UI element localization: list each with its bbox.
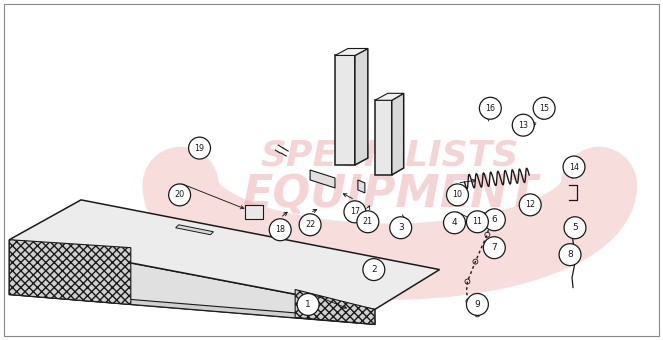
Polygon shape xyxy=(375,93,404,100)
Text: 14: 14 xyxy=(569,163,579,171)
Text: 21: 21 xyxy=(363,217,373,226)
Text: 7: 7 xyxy=(491,243,497,252)
FancyBboxPatch shape xyxy=(245,205,263,219)
Polygon shape xyxy=(358,180,365,193)
Text: EQUIPMENT: EQUIPMENT xyxy=(242,173,538,216)
Text: 1: 1 xyxy=(305,300,311,309)
Circle shape xyxy=(483,237,505,259)
Circle shape xyxy=(269,219,291,241)
Circle shape xyxy=(344,201,366,223)
Circle shape xyxy=(467,211,489,233)
Text: 3: 3 xyxy=(398,223,404,232)
Circle shape xyxy=(519,194,541,216)
Circle shape xyxy=(444,212,465,234)
Text: 9: 9 xyxy=(475,300,480,309)
Circle shape xyxy=(168,184,190,206)
Circle shape xyxy=(479,97,501,119)
Polygon shape xyxy=(375,100,392,175)
Text: 11: 11 xyxy=(473,217,483,226)
Circle shape xyxy=(563,156,585,178)
Text: 18: 18 xyxy=(275,225,285,234)
Polygon shape xyxy=(355,49,368,165)
Circle shape xyxy=(357,211,379,233)
Text: 2: 2 xyxy=(371,265,377,274)
Circle shape xyxy=(446,184,469,206)
Circle shape xyxy=(363,259,385,280)
Text: 17: 17 xyxy=(350,207,360,216)
Text: 10: 10 xyxy=(452,190,463,199)
Circle shape xyxy=(564,217,586,239)
Polygon shape xyxy=(392,93,404,175)
Text: 4: 4 xyxy=(452,218,457,227)
Polygon shape xyxy=(9,240,131,304)
Circle shape xyxy=(297,293,319,316)
Polygon shape xyxy=(335,49,368,55)
Text: 8: 8 xyxy=(567,250,573,259)
Text: 6: 6 xyxy=(491,215,497,224)
Circle shape xyxy=(390,217,412,239)
Polygon shape xyxy=(176,225,213,235)
Circle shape xyxy=(188,137,210,159)
Polygon shape xyxy=(9,289,375,324)
Polygon shape xyxy=(310,170,335,188)
Circle shape xyxy=(533,97,555,119)
Circle shape xyxy=(559,244,581,266)
Polygon shape xyxy=(9,240,375,324)
Text: 15: 15 xyxy=(539,104,549,113)
Text: 19: 19 xyxy=(194,143,205,153)
Text: 5: 5 xyxy=(572,223,578,232)
Circle shape xyxy=(299,214,321,236)
Text: 13: 13 xyxy=(518,121,528,130)
Polygon shape xyxy=(295,289,375,324)
Polygon shape xyxy=(9,200,440,309)
Text: 20: 20 xyxy=(174,190,185,199)
Circle shape xyxy=(483,209,505,231)
Text: SPECIALISTS: SPECIALISTS xyxy=(261,138,519,172)
Text: 22: 22 xyxy=(305,220,315,229)
Circle shape xyxy=(467,293,489,316)
Polygon shape xyxy=(335,55,355,165)
Text: 12: 12 xyxy=(525,200,535,209)
Circle shape xyxy=(512,114,534,136)
Polygon shape xyxy=(493,240,499,252)
Text: 16: 16 xyxy=(485,104,495,113)
